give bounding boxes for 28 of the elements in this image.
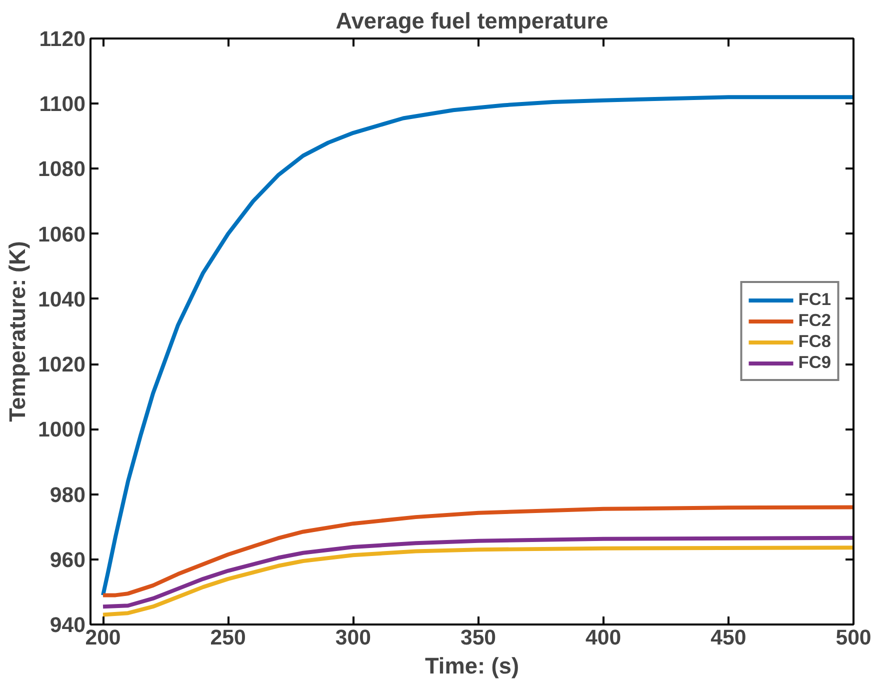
y-tick-label: 980 bbox=[50, 482, 86, 507]
legend-label: FC9 bbox=[798, 352, 831, 373]
x-tick-label: 250 bbox=[210, 626, 246, 650]
line-series bbox=[101, 505, 854, 598]
line-series bbox=[101, 546, 854, 617]
legend-label: FC1 bbox=[798, 289, 831, 310]
y-axis-title: Temperature: (K) bbox=[4, 241, 30, 422]
x-axis-title: Time: (s) bbox=[425, 652, 519, 678]
y-tick-label: 1000 bbox=[38, 418, 86, 442]
y-tick-label: 960 bbox=[50, 548, 86, 572]
y-tick-label: 1120 bbox=[39, 27, 86, 51]
y-tick-label: 1080 bbox=[38, 157, 86, 182]
x-tick-label: 500 bbox=[836, 626, 872, 650]
x-tick-label: 350 bbox=[460, 626, 496, 650]
legend-label: FC8 bbox=[798, 331, 831, 352]
y-tick-label: 1100 bbox=[39, 92, 86, 116]
x-tick-label: 300 bbox=[335, 626, 371, 650]
chart-title: Average fuel temperature bbox=[336, 8, 608, 34]
y-tick-label: 1060 bbox=[38, 222, 86, 246]
x-tick-label: 400 bbox=[586, 626, 622, 650]
x-tick-label: 450 bbox=[710, 626, 746, 650]
line-series bbox=[101, 95, 854, 598]
legend-label: FC2 bbox=[798, 310, 831, 331]
y-tick-label: 1040 bbox=[38, 287, 86, 312]
y-tick-label: 1020 bbox=[38, 352, 86, 377]
x-tick-label: 200 bbox=[85, 626, 121, 650]
y-tick-label: 940 bbox=[50, 613, 86, 637]
line-series bbox=[101, 536, 854, 609]
